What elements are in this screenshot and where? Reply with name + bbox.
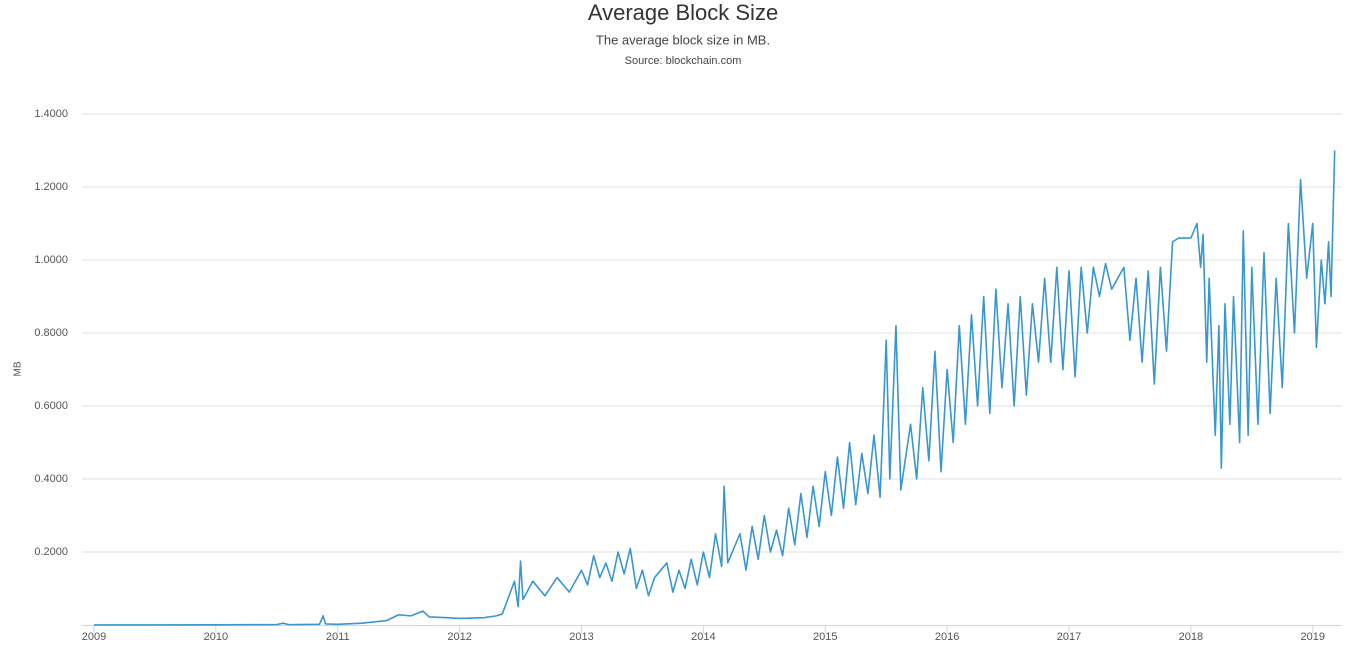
x-tick-label: 2010	[204, 631, 228, 643]
y-tick-label: 1.2000	[34, 181, 68, 193]
x-tick-label: 2016	[935, 631, 959, 643]
x-tick-label: 2015	[813, 631, 837, 643]
chart-subtitle: The average block size in MB.	[596, 32, 770, 47]
x-tick-label: 2018	[1179, 631, 1203, 643]
chart-source: Source: blockchain.com	[625, 55, 742, 67]
x-tick-label: 2009	[82, 631, 106, 643]
x-tick-label: 2013	[569, 631, 593, 643]
x-tick-label: 2012	[447, 631, 471, 643]
y-tick-label: 0.4000	[34, 473, 68, 485]
x-tick-label: 2017	[1057, 631, 1081, 643]
y-tick-label: 0.6000	[34, 400, 68, 412]
x-tick-label: 2014	[691, 631, 715, 643]
y-tick-label: 1.4000	[34, 108, 68, 120]
chart-title: Average Block Size	[588, 0, 778, 25]
x-tick-label: 2011	[326, 631, 350, 643]
x-tick-label: 2019	[1301, 631, 1325, 643]
y-tick-label: 1.0000	[34, 254, 68, 266]
y-tick-label: 0.2000	[34, 546, 68, 558]
y-tick-label: 0.8000	[34, 327, 68, 339]
y-axis-label: MB	[13, 361, 24, 376]
data-line	[94, 150, 1336, 626]
